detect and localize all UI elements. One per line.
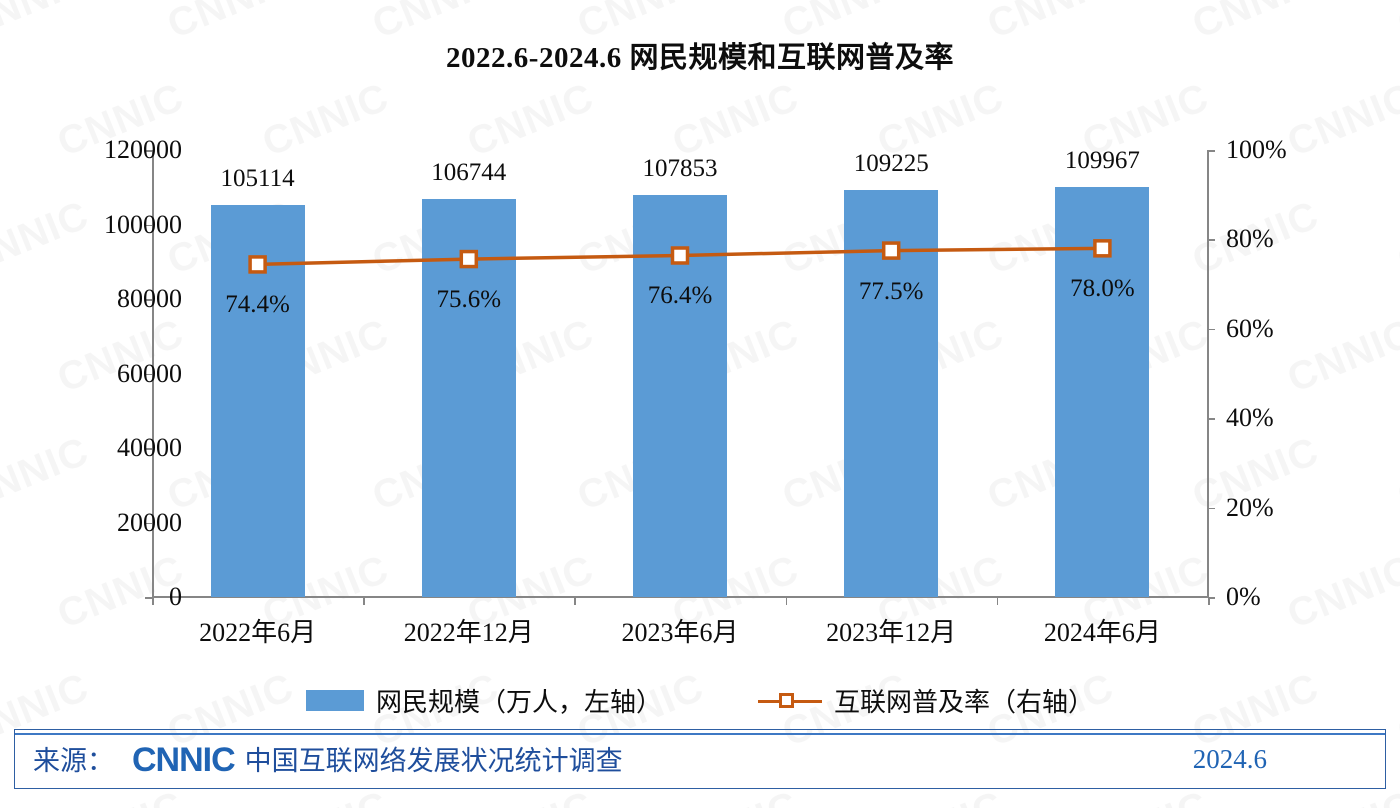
legend-line-label: 互联网普及率（右轴） bbox=[834, 688, 1095, 717]
footer-source-label: 来源： bbox=[33, 746, 114, 776]
x-axis-tick bbox=[152, 597, 154, 605]
line-marker[interactable] bbox=[881, 241, 901, 260]
y-axis-right-tick bbox=[1208, 418, 1215, 420]
line-marker[interactable] bbox=[459, 249, 479, 269]
chart-legend: 网民规模（万人，左轴） 互联网普及率（右轴） bbox=[0, 682, 1400, 719]
x-axis-category-label: 2023年12月 bbox=[826, 618, 957, 647]
footer-top-rule bbox=[14, 733, 1386, 735]
x-axis-tick bbox=[363, 597, 365, 605]
percentage-label: 77.5% bbox=[858, 277, 924, 305]
x-axis-category-label: 2024年6月 bbox=[1043, 618, 1161, 647]
bar-value-label: 106744 bbox=[431, 159, 507, 187]
y-axis-left-tick-label: 0 bbox=[169, 582, 182, 611]
legend-line-swatch-icon bbox=[758, 690, 822, 712]
percentage-label: 76.4% bbox=[647, 282, 713, 310]
y-axis-left-tick-label: 80000 bbox=[117, 284, 182, 313]
y-axis-left-tick bbox=[145, 522, 152, 524]
plot-area: 74.4% 75.6% 76.4% 77.5% 78.0% 105114 106744 10… bbox=[145, 147, 1215, 605]
y-axis-left-tick-label: 60000 bbox=[117, 358, 182, 388]
percentage-label: 78.0% bbox=[1070, 275, 1135, 303]
y-axis-left-tick bbox=[145, 373, 152, 375]
legend-bar-swatch-icon bbox=[305, 690, 364, 711]
x-axis-category-label: 2022年6月 bbox=[199, 618, 317, 647]
y-axis-right-tick-label: 20% bbox=[1226, 492, 1274, 522]
line-marker[interactable] bbox=[248, 255, 267, 274]
percentage-label: 75.6% bbox=[436, 286, 502, 314]
y-axis-right-tick-label: 0% bbox=[1226, 582, 1261, 611]
footer-source-group: 来源： CNNIC 中国互联网络发展状况统计调查 bbox=[33, 739, 623, 779]
legend-item-bar[interactable]: 网民规模（万人，左轴） bbox=[305, 682, 662, 719]
bar-value-label: 105114 bbox=[220, 165, 295, 193]
line-series bbox=[248, 239, 1112, 274]
x-axis-tick bbox=[996, 597, 999, 605]
chart-title: 2022.6-2024.6 网民规模和互联网普及率 bbox=[446, 42, 954, 74]
y-axis-left-line bbox=[152, 150, 154, 597]
y-axis-left-tick-label: 20000 bbox=[117, 507, 182, 537]
y-axis-right-tick bbox=[1208, 507, 1215, 510]
y-axis-left-tick bbox=[145, 448, 152, 450]
y-axis-left-tick-label: 120000 bbox=[104, 135, 182, 164]
y-axis-right-tick bbox=[1208, 150, 1215, 152]
x-axis-tick bbox=[785, 597, 788, 605]
x-axis-category-label: 2023年6月 bbox=[621, 618, 739, 647]
y-axis-right-tick-label: 100% bbox=[1226, 135, 1287, 164]
legend-bar-label: 网民规模（万人，左轴） bbox=[375, 688, 662, 717]
cnnic-logo: CNNIC bbox=[132, 741, 236, 779]
bar-value-label: 109225 bbox=[853, 150, 929, 178]
y-axis-right-tick bbox=[1208, 328, 1215, 331]
line-marker[interactable] bbox=[670, 246, 690, 265]
y-axis-right-line bbox=[1207, 150, 1209, 597]
footer-bar: 来源： CNNIC 中国互联网络发展状况统计调查 2024.6 bbox=[14, 729, 1386, 789]
bar-value-label: 107853 bbox=[642, 155, 718, 183]
bar-value-label: 109967 bbox=[1064, 147, 1140, 175]
y-axis-right-tick bbox=[1208, 597, 1215, 599]
legend-item-line[interactable]: 互联网普及率（右轴） bbox=[758, 682, 1094, 719]
x-axis-category-label: 2022年12月 bbox=[403, 618, 534, 647]
y-axis-right-tick bbox=[1208, 239, 1215, 241]
y-axis-left-tick-label: 100000 bbox=[104, 209, 182, 239]
line-marker[interactable] bbox=[1093, 239, 1112, 258]
y-axis-left-tick bbox=[145, 224, 152, 226]
y-axis-right-tick-label: 60% bbox=[1226, 313, 1274, 343]
y-axis-left-tick-label: 40000 bbox=[117, 433, 182, 462]
y-axis-left-tick bbox=[145, 597, 152, 599]
y-axis-right-tick-label: 40% bbox=[1226, 403, 1274, 433]
x-axis-tick bbox=[1208, 597, 1210, 605]
footer-survey-name: 中国互联网络发展状况统计调查 bbox=[244, 746, 623, 776]
percentage-label: 74.4% bbox=[225, 291, 290, 319]
y-axis-right-tick-label: 80% bbox=[1226, 224, 1274, 254]
x-axis-tick bbox=[574, 597, 576, 605]
y-axis-left-tick bbox=[145, 299, 152, 301]
footer-date: 2024.6 bbox=[1192, 743, 1267, 774]
y-axis-left-tick bbox=[145, 150, 152, 152]
